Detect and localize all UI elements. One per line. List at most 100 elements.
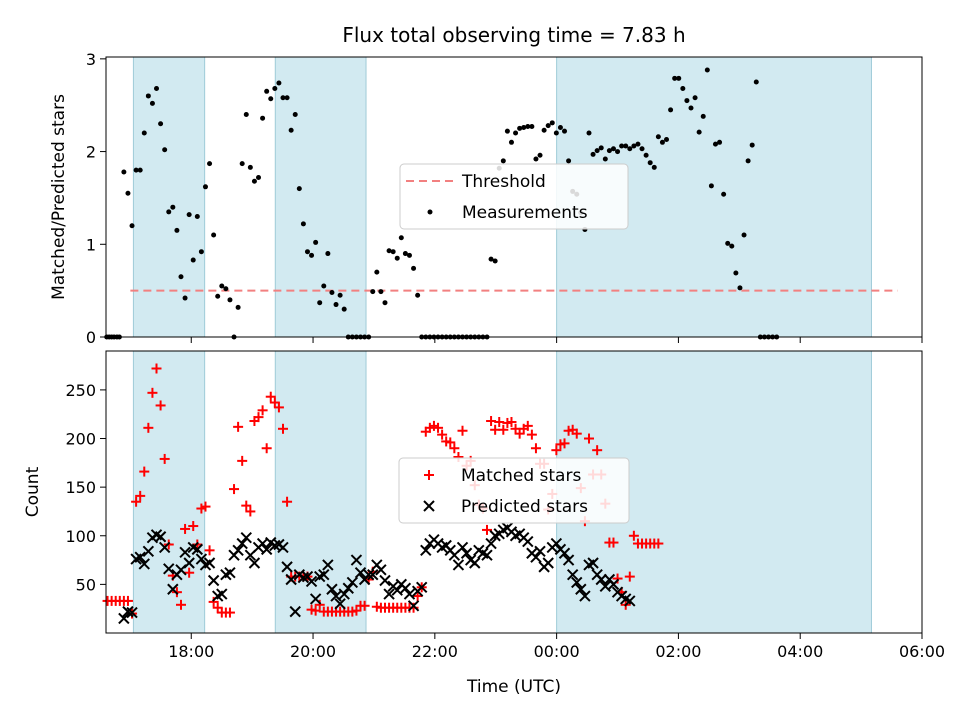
matched-star-point [241, 500, 252, 511]
y-tick-label: 200 [65, 430, 96, 449]
predicted-star-point [587, 557, 599, 569]
predicted-star-point [403, 588, 416, 600]
matched-star-point [457, 425, 468, 436]
matched-star-point [265, 391, 276, 402]
measurement-point [521, 124, 527, 130]
measurement-point [529, 124, 535, 130]
matched-star-point [592, 445, 603, 456]
matched-star-point [551, 445, 562, 456]
legend-box [398, 457, 630, 524]
measurement-point [272, 86, 278, 92]
matched-star-point [224, 607, 235, 618]
chart-title: Flux total observing time = 7.83 h [342, 23, 685, 47]
matched-star-point [257, 405, 268, 416]
top-x-ticks [190, 337, 923, 343]
measurement-point [374, 269, 380, 275]
matched-star-point [314, 599, 325, 610]
measurement-point [121, 169, 127, 175]
measurement-point [668, 107, 674, 113]
measurement-point [541, 127, 547, 133]
measurement-point [517, 125, 523, 131]
predicted-star-point [236, 537, 248, 550]
y-tick-label: 50 [76, 575, 96, 594]
matched-star-point [653, 538, 664, 549]
measurement-point [398, 235, 404, 241]
predicted-star-point [599, 580, 612, 593]
measurement-point [390, 249, 396, 255]
measurement-point [696, 129, 702, 135]
top-y-axis-label: Matched/Predicted stars [49, 94, 69, 300]
measurement-point [190, 257, 196, 263]
measurement-point [378, 289, 384, 295]
predicted-star-point [530, 551, 542, 563]
measurement-point [260, 115, 266, 121]
measurement-point [639, 146, 645, 152]
measurement-point [737, 285, 743, 291]
predicted-star-point [260, 543, 273, 556]
matched-star-point [433, 422, 444, 433]
measurement-point [198, 249, 204, 255]
matched-star-point [184, 567, 195, 578]
matched-star-point [282, 496, 293, 507]
x-tick-label: 04:00 [777, 642, 823, 661]
predicted-star-point [289, 605, 301, 618]
measurement-point [337, 292, 343, 298]
matched-star-point [481, 524, 492, 535]
matched-star-point [175, 599, 186, 610]
predicted-star-point [391, 584, 403, 596]
matched-star-point [273, 402, 284, 413]
measurement-point [202, 184, 208, 190]
matched-star-point [449, 443, 460, 454]
measurement-point [594, 148, 600, 154]
measurement-point [504, 128, 510, 134]
measurement-point [194, 213, 200, 219]
predicted-star-point [456, 541, 469, 554]
measurement-point [223, 286, 229, 292]
predicted-star-point [542, 557, 554, 569]
y-tick-label: 3 [86, 50, 96, 69]
measurement-point [566, 158, 572, 164]
measurement-point [251, 178, 257, 184]
legend-label: Predicted stars [461, 497, 588, 517]
predicted-star-point [154, 531, 167, 543]
measurement-point [133, 167, 139, 173]
measurement-point [623, 143, 629, 149]
matched-star-point [208, 596, 219, 607]
predicted-star-point [342, 582, 354, 594]
matched-star-point [233, 421, 244, 432]
measurement-point [370, 289, 376, 295]
predicted-star-point [485, 537, 497, 550]
measurement-point [264, 88, 270, 94]
matched-star-point [445, 437, 456, 448]
measurement-point [590, 151, 596, 157]
matched-star-point [147, 387, 158, 398]
predicted-star-point [285, 573, 297, 586]
y-tick-label: 100 [65, 527, 96, 546]
measurement-point [659, 139, 665, 145]
predicted-star-point [595, 573, 607, 586]
measurement-point [288, 127, 294, 133]
matched-star-point [139, 466, 150, 477]
top-panel: 0 1 2 3 Matched/Predicted stars Threshold Me… [49, 50, 923, 347]
measurement-point [149, 100, 155, 106]
predicted-star-point [269, 539, 281, 552]
y-tick-label: 2 [86, 143, 96, 162]
matched-star-point [151, 363, 162, 374]
measurement-point [562, 128, 568, 134]
measurement-point [292, 111, 298, 117]
predicted-star-point [330, 590, 342, 602]
measurement-point [321, 283, 327, 289]
measurement-point [256, 175, 262, 181]
measurement-point [545, 123, 551, 129]
measurement-point [598, 145, 604, 151]
y-tick-label: 0 [86, 328, 96, 347]
measurement-point [178, 274, 184, 280]
top-legend: Threshold Measurements [399, 163, 629, 230]
measurement-point [170, 204, 176, 210]
x-axis-label: Time (UTC) [466, 677, 561, 697]
measurement-point [643, 152, 649, 158]
measurement-point [655, 134, 661, 140]
measurement-point [158, 121, 164, 127]
matched-star-point [253, 412, 264, 423]
predicted-star-point [407, 600, 420, 612]
